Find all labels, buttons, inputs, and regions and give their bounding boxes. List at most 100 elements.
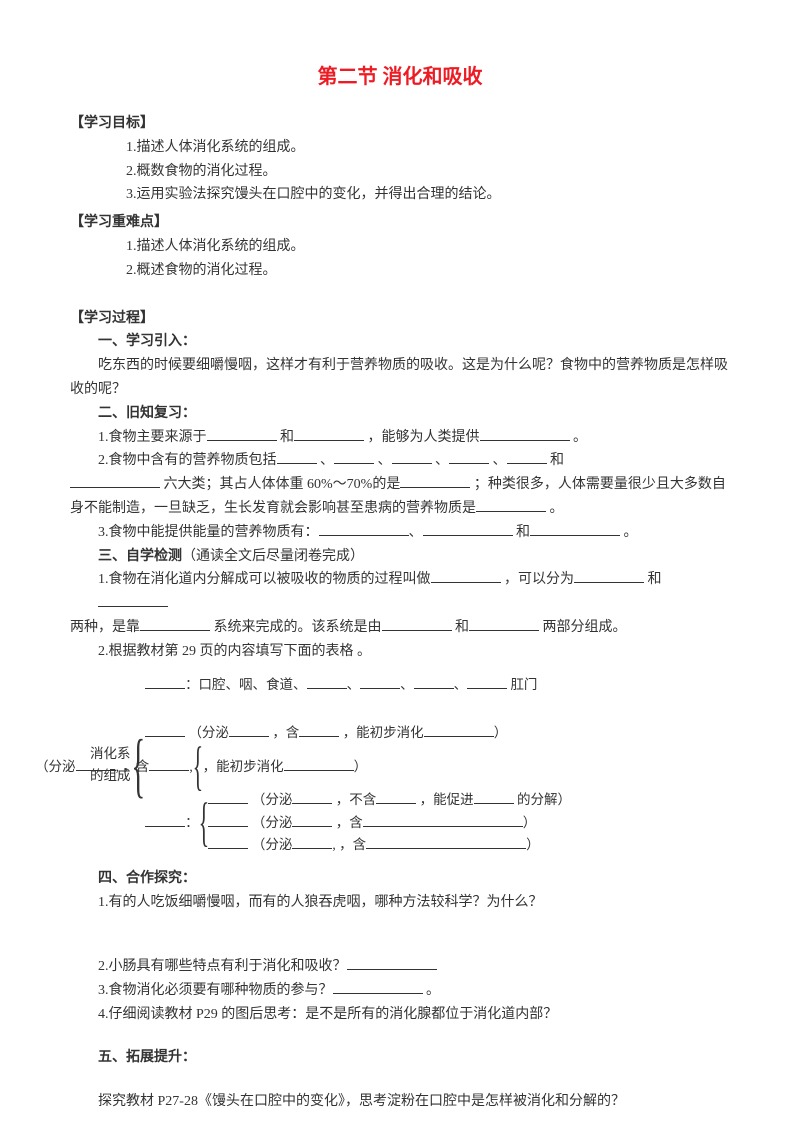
fill-blank[interactable] (400, 474, 470, 488)
coop-3: 3.食物消化必须要有哪种物质的参与？ 。 (70, 979, 730, 1003)
text: 。 (624, 525, 638, 540)
fill-blank[interactable] (360, 675, 400, 689)
fill-blank[interactable] (392, 450, 432, 464)
fill-blank[interactable] (229, 723, 269, 737)
heading-intro: 一、学习引入： (70, 330, 730, 354)
fill-blank[interactable] (145, 675, 185, 689)
text: 、 (378, 453, 392, 468)
text: ，可以分为 (504, 572, 574, 587)
text: 和 (516, 525, 530, 540)
text: ，能够为人类提供 (368, 430, 480, 445)
fill-blank[interactable] (307, 675, 347, 689)
text: ） (526, 837, 540, 852)
fill-blank[interactable] (382, 617, 452, 631)
fill-blank[interactable] (292, 835, 332, 849)
text: ，含 (336, 815, 363, 830)
text: 、 (320, 453, 334, 468)
text: （通读全文后尽量闭卷完成） (182, 549, 364, 564)
fill-blank[interactable] (449, 450, 489, 464)
text: 系统来完成的。该系统是由 (214, 620, 382, 635)
text: 1.食物在消化道内分解成可以被吸收的物质的过程叫做 (98, 572, 431, 587)
objective-1: 1.描述人体消化系统的组成。 (70, 136, 730, 160)
fill-blank[interactable] (333, 980, 423, 994)
text: 两部分组成。 (543, 620, 627, 635)
text: 。 (550, 501, 564, 516)
tree-line: ： (145, 812, 199, 835)
fill-blank[interactable] (363, 813, 523, 827)
fill-blank[interactable] (277, 450, 317, 464)
fill-blank[interactable] (207, 427, 277, 441)
fill-blank[interactable] (347, 956, 437, 970)
fill-blank[interactable] (299, 723, 339, 737)
text: 和 (550, 453, 564, 468)
fill-blank[interactable] (476, 498, 546, 512)
text: 1.食物主要来源于 (98, 430, 207, 445)
text: （分泌 (35, 759, 76, 774)
text: 、 (493, 453, 507, 468)
text: 和 (280, 430, 294, 445)
text: （分泌 (252, 815, 293, 830)
tree-line: （分泌 ，不含 ，能促进 的分解） (208, 789, 571, 812)
objective-3: 3.运用实验法探究馒头在口腔中的变化，并得出合理的结论。 (70, 183, 730, 207)
fill-blank[interactable] (414, 675, 454, 689)
heading-coop: 四、合作探究： (70, 867, 730, 891)
fill-blank[interactable] (145, 813, 185, 827)
selfcheck-1: 1.食物在消化道内分解成可以被吸收的物质的过程叫做 ，可以分为 和 (70, 568, 730, 616)
brace-icon: { (131, 737, 145, 795)
fill-blank[interactable] (574, 569, 644, 583)
fill-blank[interactable] (76, 757, 116, 771)
difficulty-2: 2.概述食物的消化过程。 (70, 259, 730, 283)
fill-blank[interactable] (98, 593, 168, 607)
text: （分泌 (252, 837, 293, 852)
fill-blank[interactable] (292, 790, 332, 804)
text: 和 (455, 620, 469, 635)
fill-blank[interactable] (140, 617, 210, 631)
fill-blank[interactable] (208, 790, 248, 804)
text: 三、自学检测 (98, 549, 182, 564)
text: 2.小肠具有哪些特点有利于消化和吸收？ (98, 959, 347, 974)
text: 2.食物中含有的营养物质包括 (98, 453, 277, 468)
fill-blank[interactable] (467, 675, 507, 689)
fill-blank[interactable] (480, 427, 570, 441)
selfcheck-2: 2.根据教材第 29 页的内容填写下面的表格 。 (70, 640, 730, 664)
fill-blank[interactable] (507, 450, 547, 464)
tree-line: （分泌, ，含, (35, 756, 193, 779)
tree-line: ，能初步消化） (203, 756, 368, 779)
brace-icon: { (192, 745, 202, 788)
coop-1: 1.有的人吃饭细嚼慢咽，而有的人狼吞虎咽，哪种方法较科学？为什么？ (70, 891, 730, 915)
fill-blank[interactable] (424, 723, 494, 737)
text: ，不含 (336, 792, 377, 807)
heading-difficulties: 【学习重难点】 (70, 211, 730, 235)
fill-blank[interactable] (366, 835, 526, 849)
fill-blank[interactable] (70, 474, 160, 488)
fill-blank[interactable] (208, 835, 248, 849)
text: ，含 (339, 837, 366, 852)
fill-blank[interactable] (474, 790, 514, 804)
fill-blank[interactable] (284, 757, 354, 771)
fill-blank[interactable] (149, 757, 189, 771)
fill-blank[interactable] (292, 813, 332, 827)
fill-blank[interactable] (469, 617, 539, 631)
fill-blank[interactable] (319, 522, 409, 536)
review-1: 1.食物主要来源于 和 ，能够为人类提供 。 (70, 426, 730, 450)
text: ：口腔、咽、食道、 (185, 677, 307, 692)
text: 的分解） (517, 792, 571, 807)
text: 两种，是靠 (70, 620, 140, 635)
fill-blank[interactable] (423, 522, 513, 536)
text: ） (523, 815, 537, 830)
coop-2: 2.小肠具有哪些特点有利于消化和吸收？ (70, 955, 730, 979)
tree-line: （分泌, ，含） (208, 834, 571, 857)
fill-blank[interactable] (208, 813, 248, 827)
heading-objectives: 【学习目标】 (70, 112, 730, 136)
text: 。 (426, 983, 440, 998)
text: ，含 (272, 725, 299, 740)
fill-blank[interactable] (145, 723, 185, 737)
page-title: 第二节 消化和吸收 (70, 60, 730, 94)
fill-blank[interactable] (530, 522, 620, 536)
fill-blank[interactable] (334, 450, 374, 464)
fill-blank[interactable] (431, 569, 501, 583)
fill-blank[interactable] (294, 427, 364, 441)
heading-review: 二、旧知复习： (70, 402, 730, 426)
brace-icon: { (198, 801, 208, 844)
fill-blank[interactable] (376, 790, 416, 804)
